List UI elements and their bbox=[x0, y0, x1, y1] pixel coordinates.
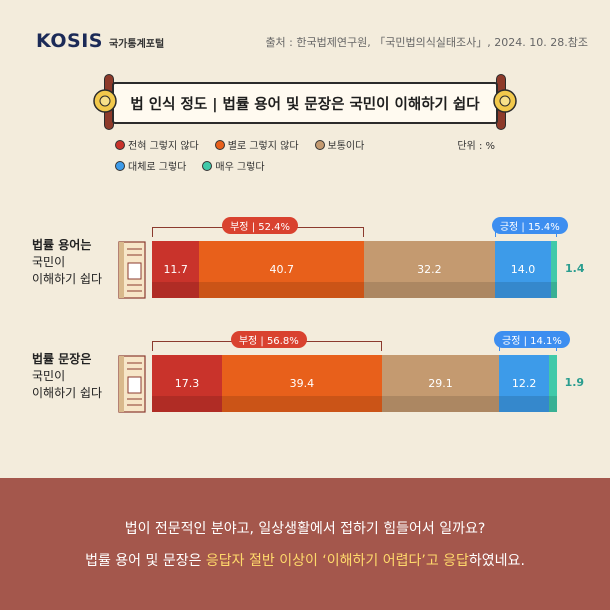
bar-segment: 40.7 bbox=[199, 241, 365, 298]
bar-segment: 11.7 bbox=[152, 241, 200, 298]
category-label-strong: 법률 용어는 bbox=[32, 238, 92, 252]
bar-segment: 29.1 bbox=[381, 355, 500, 412]
legend-swatch bbox=[314, 139, 325, 150]
category-label-line: 이해하기 쉽다 bbox=[32, 272, 103, 286]
legend-label: 대체로 그렇다 bbox=[128, 162, 187, 173]
bar-segment: 17.3 bbox=[152, 355, 223, 412]
caption-line-2-post: 하였네요. bbox=[468, 553, 525, 569]
legend-label: 매우 그렇다 bbox=[215, 162, 265, 173]
legend-item: 별로 그렇지 않다 bbox=[214, 137, 299, 152]
kosis-logo: KOSIS 국가통계포털 bbox=[36, 30, 164, 52]
legend-row: 전혀 그렇지 않다 별로 그렇지 않다 보통이다 bbox=[115, 137, 495, 152]
bar-segment: 14.0 bbox=[494, 241, 552, 298]
brand-name: KOSIS bbox=[36, 30, 103, 52]
bar-segment: 12.2 bbox=[499, 355, 549, 412]
title-banner: 법 인식 정도 | 법률 용어 및 문장은 국민이 이해하기 쉽다 bbox=[92, 74, 518, 130]
legend-item: 전혀 그렇지 않다 bbox=[115, 137, 199, 152]
bar-segment: 39.4 bbox=[222, 355, 382, 412]
stacked-bar: 11.7 40.7 32.2 14.0 bbox=[152, 241, 557, 298]
legend-item: 매우 그렇다 bbox=[202, 158, 265, 173]
bar-value-label: 11.7 bbox=[163, 263, 188, 276]
legend-swatch bbox=[115, 139, 125, 150]
bar-value-label: 1.9 bbox=[564, 376, 585, 389]
category-label-strong: 법률 문장은 bbox=[32, 352, 92, 366]
flower-knob-icon bbox=[93, 89, 117, 113]
stacked-bar: 17.3 39.4 29.1 12.2 bbox=[152, 355, 557, 412]
flower-knob-icon bbox=[493, 89, 517, 113]
caption-line-2: 법률 용어 및 문장은 응답자 절반 이상이 ‘이해하기 어렵다’고 응답하였네… bbox=[85, 550, 525, 570]
caption-highlight: 응답자 절반 이상이 ‘이해하기 어렵다’고 응답 bbox=[205, 553, 469, 569]
brand-subtitle: 국가통계포털 bbox=[108, 39, 165, 50]
chart-legend: 전혀 그렇지 않다 별로 그렇지 않다 보통이다 대체로 그렇다 매우 그렇다 단위 … bbox=[115, 137, 495, 179]
bar-segment: 32.2 bbox=[364, 241, 495, 298]
book-icon bbox=[118, 241, 146, 299]
bar-value-label: 40.7 bbox=[269, 263, 295, 276]
book-icon bbox=[118, 355, 146, 413]
bar-value-label: 1.4 bbox=[565, 262, 585, 275]
caption-line-1: 법이 전문적인 분야고, 일상생활에서 접하기 힘들어서 일까요? bbox=[124, 521, 486, 537]
legend-item: 대체로 그렇다 bbox=[115, 158, 186, 173]
positive-total-badge: 긍정 | 14.1% bbox=[494, 331, 570, 348]
source-note: 출처 : 한국법제연구원, 「국민법의식실태조사」, 2024. 10. 28.… bbox=[265, 36, 588, 49]
legend-swatch bbox=[214, 139, 225, 150]
legend-swatch bbox=[202, 160, 213, 171]
bar-value-label: 32.2 bbox=[417, 263, 442, 276]
legend-label: 보통이다 bbox=[327, 141, 365, 152]
unit-label: 단위 : % bbox=[457, 141, 495, 152]
bar-value-label: 14.0 bbox=[510, 263, 536, 276]
legend-item: 보통이다 bbox=[314, 137, 365, 152]
bar-value-label: 29.1 bbox=[428, 377, 453, 390]
caption-line-2-pre: 법률 용어 및 문장은 bbox=[85, 553, 206, 569]
negative-total-badge: 부정 | 56.8% bbox=[230, 331, 307, 348]
scroll-body: 법 인식 정도 | 법률 용어 및 문장은 국민이 이해하기 쉽다 bbox=[112, 82, 498, 124]
bar-segment bbox=[551, 241, 557, 298]
category-label-line: 국민이 bbox=[32, 369, 66, 383]
category-label-line: 국민이 bbox=[32, 255, 66, 269]
negative-total-badge: 부정 | 52.4% bbox=[222, 217, 299, 234]
category-label-line: 이해하기 쉽다 bbox=[32, 386, 103, 400]
bar-segment bbox=[548, 355, 557, 412]
positive-total-badge: 긍정 | 15.4% bbox=[491, 217, 568, 234]
bottom-caption: 법이 전문적인 분야고, 일상생활에서 접하기 힘들어서 일까요? 법률 용어 … bbox=[0, 478, 610, 610]
bar-value-label: 39.4 bbox=[289, 377, 315, 390]
chart-title: 법 인식 정도 | 법률 용어 및 문장은 국민이 이해하기 쉽다 bbox=[130, 96, 480, 113]
legend-swatch bbox=[115, 160, 125, 171]
bar-value-label: 12.2 bbox=[511, 377, 537, 390]
legend-label: 전혀 그렇지 않다 bbox=[128, 141, 199, 152]
bar-value-label: 17.3 bbox=[174, 377, 200, 390]
legend-row: 대체로 그렇다 매우 그렇다 bbox=[115, 158, 495, 173]
legend-label: 별로 그렇지 않다 bbox=[227, 141, 299, 152]
